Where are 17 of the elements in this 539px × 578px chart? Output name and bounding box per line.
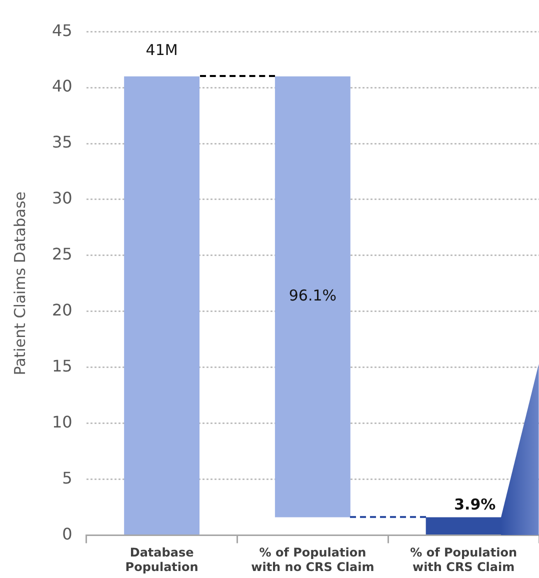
x-tick-label: % of Population with no CRS Claim — [251, 546, 374, 574]
y-tick-label: 40 — [52, 76, 72, 96]
y-tick-label: 0 — [62, 524, 72, 544]
x-tick-label: Database Population — [125, 546, 198, 574]
annotation: 3.9% — [454, 496, 496, 514]
y-tick-label: 15 — [52, 356, 72, 376]
y-tick-label: 10 — [52, 412, 72, 432]
y-axis-title: Patient Claims Database — [10, 192, 29, 376]
y-tick-label: 20 — [52, 300, 72, 320]
y-tick-label: 30 — [52, 188, 72, 208]
annotation: 96.1% — [288, 286, 337, 305]
y-tick-label: 5 — [62, 468, 72, 488]
y-tick-label: 45 — [52, 20, 72, 40]
y-tick-label: 35 — [52, 132, 72, 152]
x-tick-label: % of Population with CRS Claim — [410, 546, 517, 574]
y-tick-label: 25 — [52, 244, 72, 264]
annotation: 41M — [146, 40, 178, 59]
